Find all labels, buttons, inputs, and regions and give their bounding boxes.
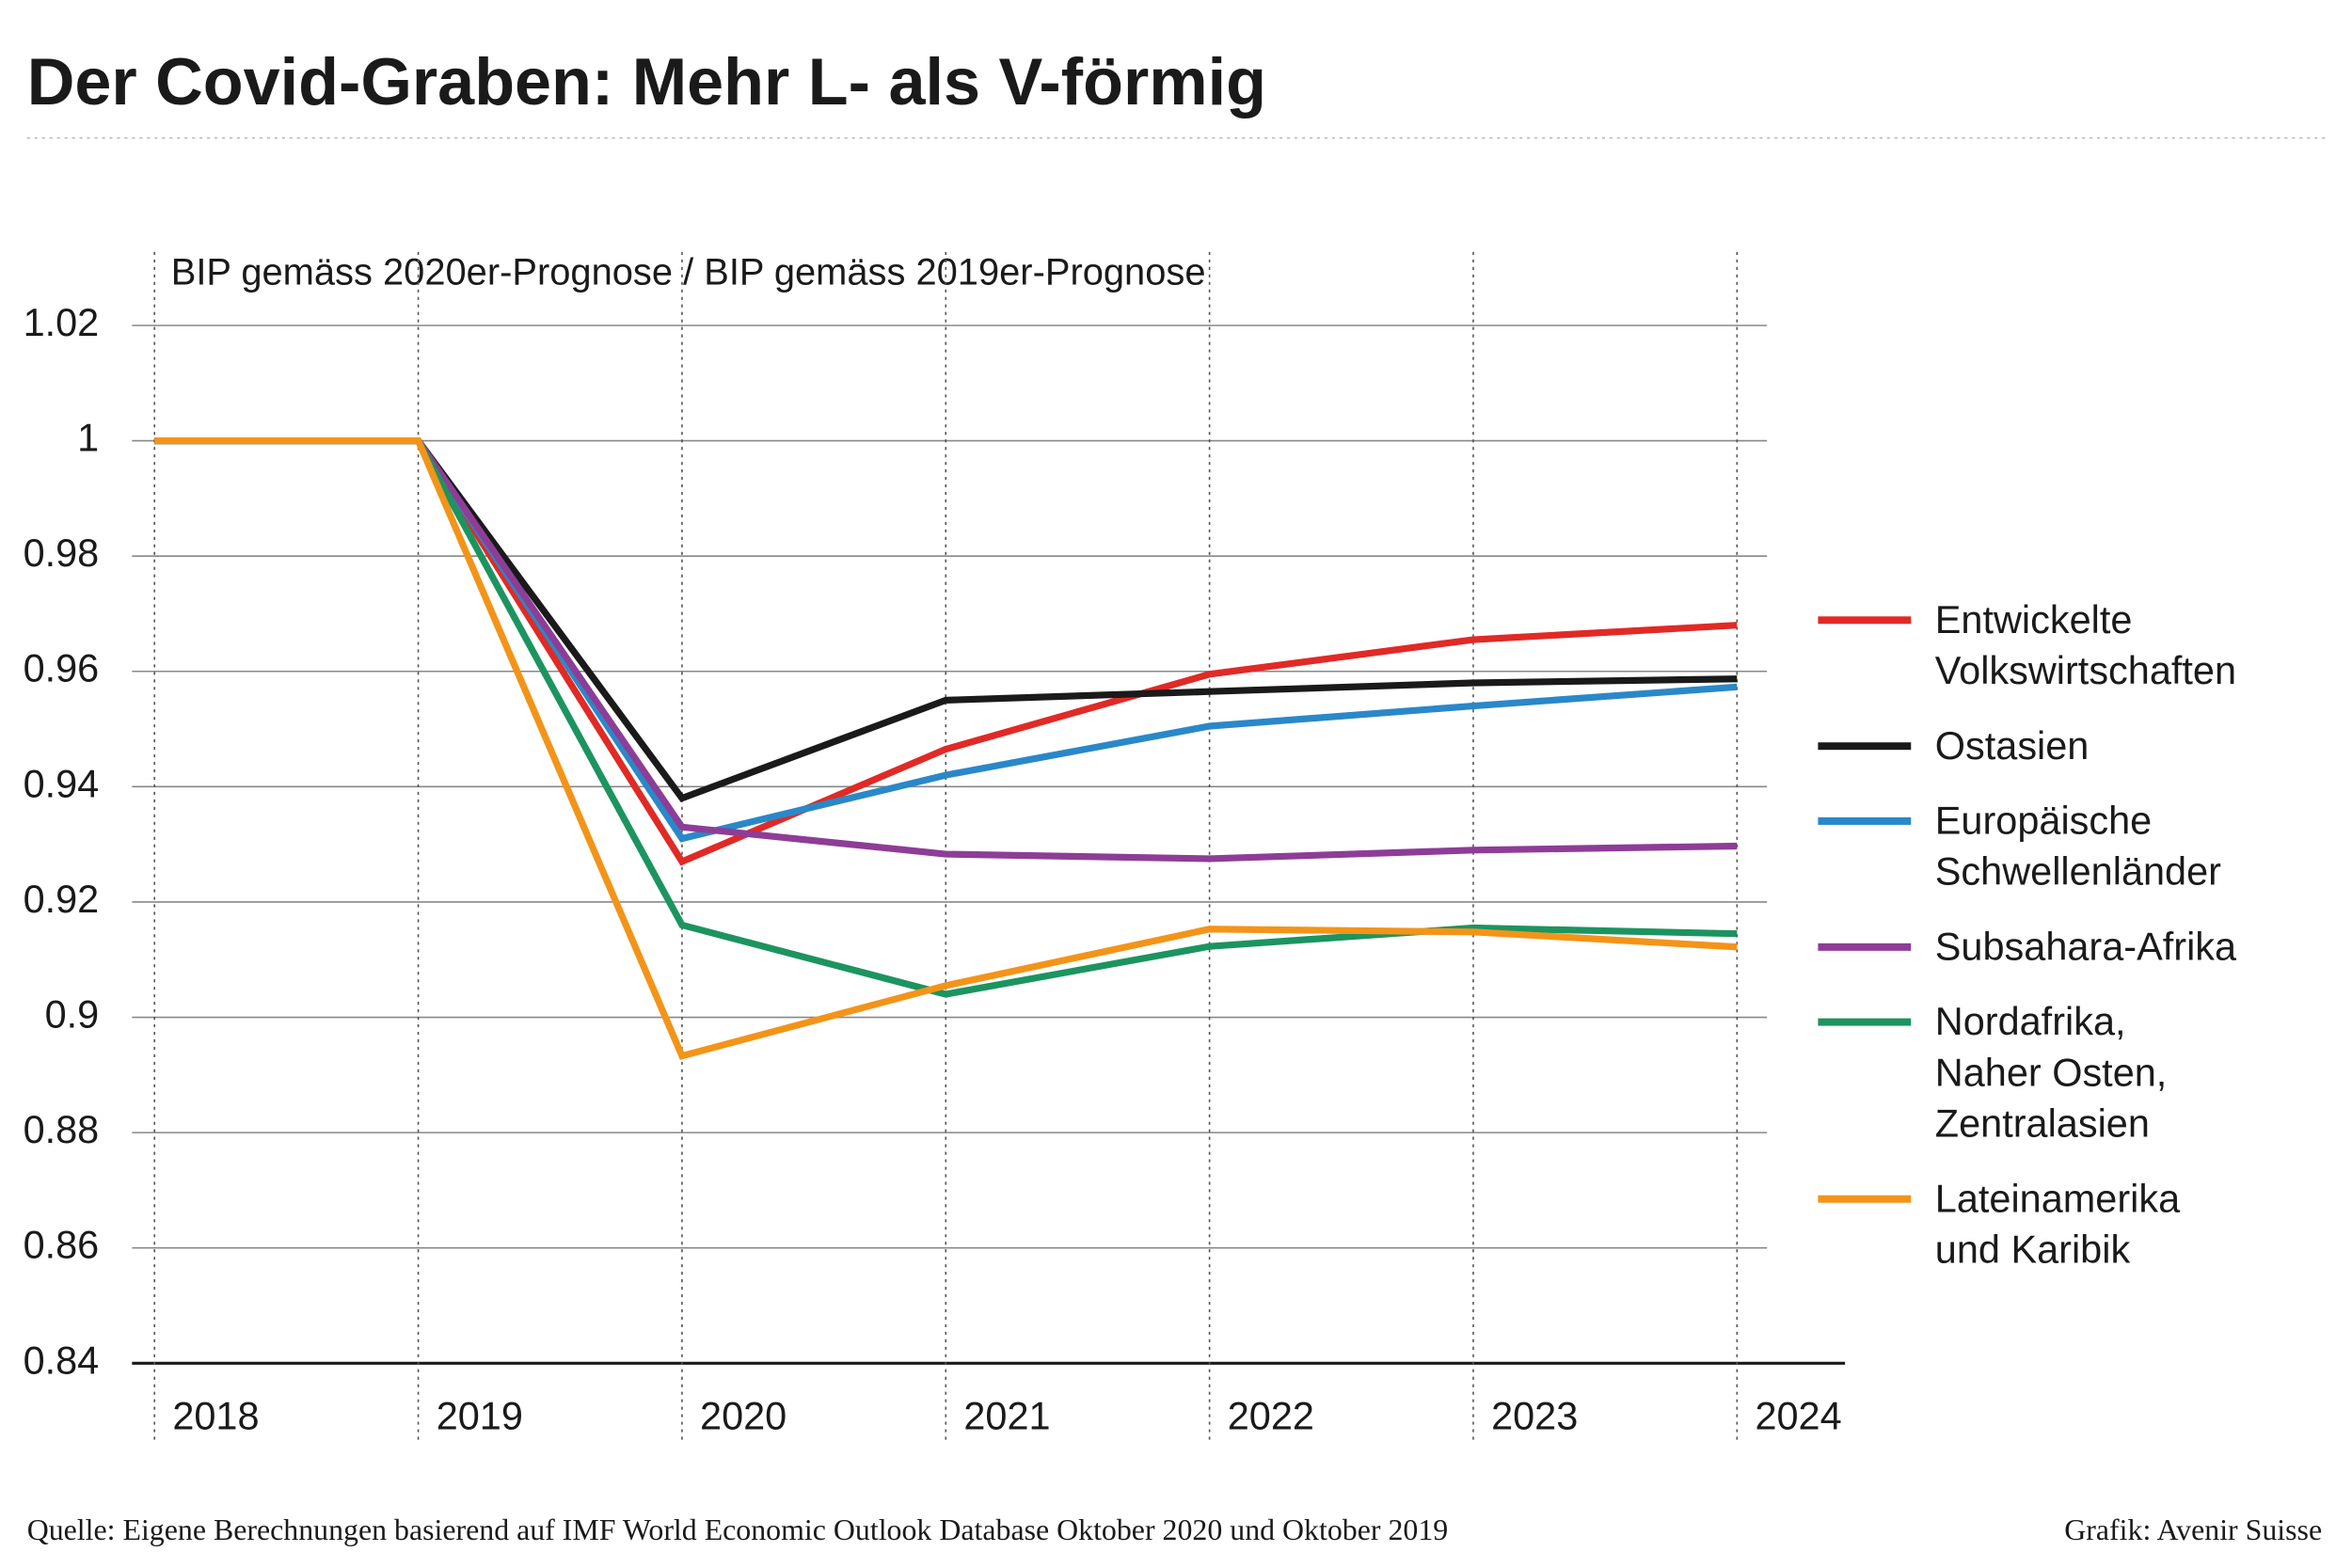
y-tick-label: 0.86 bbox=[24, 1223, 100, 1267]
y-tick-label: 0.92 bbox=[24, 877, 100, 921]
legend-swatch bbox=[1818, 942, 1912, 951]
y-tick-label: 0.84 bbox=[24, 1338, 100, 1382]
legend-swatch bbox=[1818, 1018, 1912, 1026]
x-tick-label: 2024 bbox=[1755, 1393, 1841, 1437]
x-tick-label: 2019 bbox=[437, 1393, 523, 1437]
legend-item: Nordafrika, Naher Osten, Zentralasien bbox=[1818, 996, 2236, 1149]
y-tick-label: 0.94 bbox=[24, 761, 100, 805]
credit: Grafik: Avenir Suisse bbox=[2064, 1513, 2322, 1546]
legend-label: Entwickelte Volkswirtschaften bbox=[1934, 596, 2237, 693]
legend-item: Subsahara-Afrika bbox=[1818, 921, 2236, 972]
legend-item: Europäische Schwellenländer bbox=[1818, 795, 2236, 896]
x-tick-label: 2022 bbox=[1228, 1393, 1314, 1437]
axis-subtitle: BIP gemäss 2020er-Prognose / BIP gemäss … bbox=[171, 251, 1206, 293]
legend-label: Subsahara-Afrika bbox=[1934, 924, 2237, 969]
source: Quelle: Eigene Berechnungen basierend au… bbox=[27, 1513, 1449, 1546]
y-tick-label: 1.02 bbox=[24, 300, 100, 344]
y-tick-label: 0.9 bbox=[45, 991, 100, 1036]
legend-label: Lateinamerika und Karibik bbox=[1934, 1176, 2181, 1273]
x-tick-label: 2020 bbox=[700, 1393, 787, 1437]
legend-label: Europäische Schwellenländer bbox=[1934, 798, 2221, 895]
x-tick-label: 2018 bbox=[172, 1393, 259, 1437]
legend: Entwickelte Volkswirtschaften Ostasien Eur… bbox=[1818, 594, 2236, 1275]
chart-title: Der Covid-Graben: Mehr L- als V-förmig bbox=[27, 44, 1266, 119]
y-tick-label: 0.88 bbox=[24, 1107, 100, 1151]
y-tick-label: 1 bbox=[77, 416, 99, 460]
legend-swatch bbox=[1818, 742, 1912, 751]
legend-item: Ostasien bbox=[1818, 720, 2236, 770]
legend-item: Lateinamerika und Karibik bbox=[1818, 1173, 2236, 1275]
legend-label: Ostasien bbox=[1934, 722, 2090, 768]
legend-item: Entwickelte Volkswirtschaften bbox=[1818, 594, 2236, 695]
legend-label: Nordafrika, Naher Osten, Zentralasien bbox=[1934, 998, 2168, 1147]
legend-swatch bbox=[1818, 1195, 1912, 1203]
series-line bbox=[154, 436, 1738, 1060]
legend-swatch bbox=[1818, 616, 1912, 625]
x-tick-label: 2023 bbox=[1491, 1393, 1578, 1437]
y-tick-label: 0.96 bbox=[24, 646, 100, 690]
y-tick-label: 0.98 bbox=[24, 531, 100, 575]
x-tick-label: 2021 bbox=[963, 1393, 1050, 1437]
legend-swatch bbox=[1818, 816, 1912, 825]
